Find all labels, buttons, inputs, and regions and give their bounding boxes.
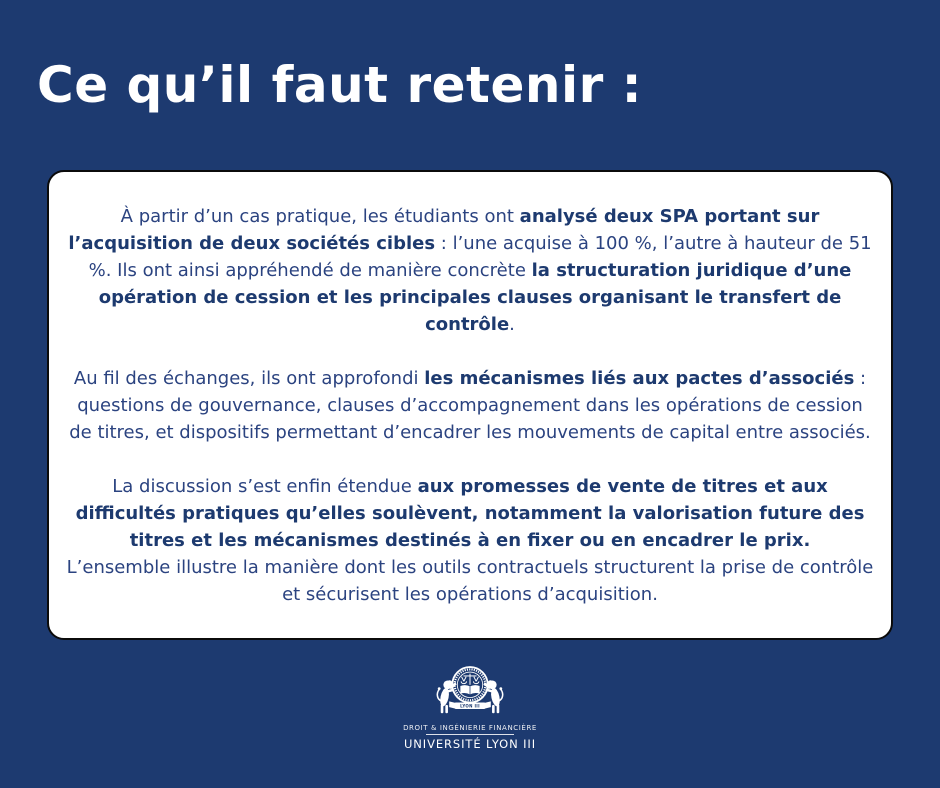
logo-department-label: DROIT & INGÉNIERIE FINANCIÈRE	[403, 724, 537, 732]
crest-banner-text: LYON III	[460, 703, 480, 708]
summary-paragraph: La discussion s’est enfin étendue aux pr…	[65, 473, 875, 608]
seal-rings-icon	[451, 666, 489, 704]
summary-paragraph: À partir d’un cas pratique, les étudiant…	[65, 203, 875, 338]
open-book-icon	[460, 685, 480, 695]
scales-icon	[460, 673, 480, 685]
crest-banner: LYON III	[449, 701, 491, 709]
paragraph-text-segment: La discussion s’est enfin étendue	[112, 475, 418, 497]
paragraph-text-segment: L’ensemble illustre la manière dont les …	[66, 556, 874, 605]
lion-left-icon	[436, 680, 457, 714]
paragraph-text-segment: À partir d’un cas pratique, les étudiant…	[120, 205, 520, 227]
university-crest-icon: LYON III	[436, 666, 504, 714]
summary-paragraph: Au fil des échanges, ils ont approfondi …	[65, 365, 875, 446]
paragraph-text-segment: : questions de gouvernance, clauses d’ac…	[69, 367, 871, 443]
logo-divider	[426, 734, 514, 735]
paragraph-bold-segment: les mécanismes liés aux pactes d’associé…	[424, 367, 855, 389]
summary-paragraphs: À partir d’un cas pratique, les étudiant…	[65, 203, 875, 608]
logo-university-label: UNIVERSITÉ LYON III	[403, 737, 537, 751]
page-title: Ce qu’il faut retenir :	[37, 56, 643, 114]
paragraph-text-segment: .	[509, 313, 515, 335]
paragraph-text-segment: Au fil des échanges, ils ont approfondi	[73, 367, 425, 389]
paragraph-bold-segment: aux promesses de vente de titres et aux …	[75, 475, 865, 551]
paragraph-bold-segment: analysé deux SPA portant sur l’acquisiti…	[68, 205, 820, 254]
paragraph-text-segment: : l’une acquise à 100 %, l’autre à haute…	[88, 232, 872, 281]
paragraph-bold-segment: la structuration juridique d’une opérati…	[98, 259, 852, 335]
university-logo: LYON III DROIT & INGÉNIERIE FINANCIÈRE U…	[0, 664, 940, 751]
summary-card: À partir d’un cas pratique, les étudiant…	[47, 170, 893, 640]
